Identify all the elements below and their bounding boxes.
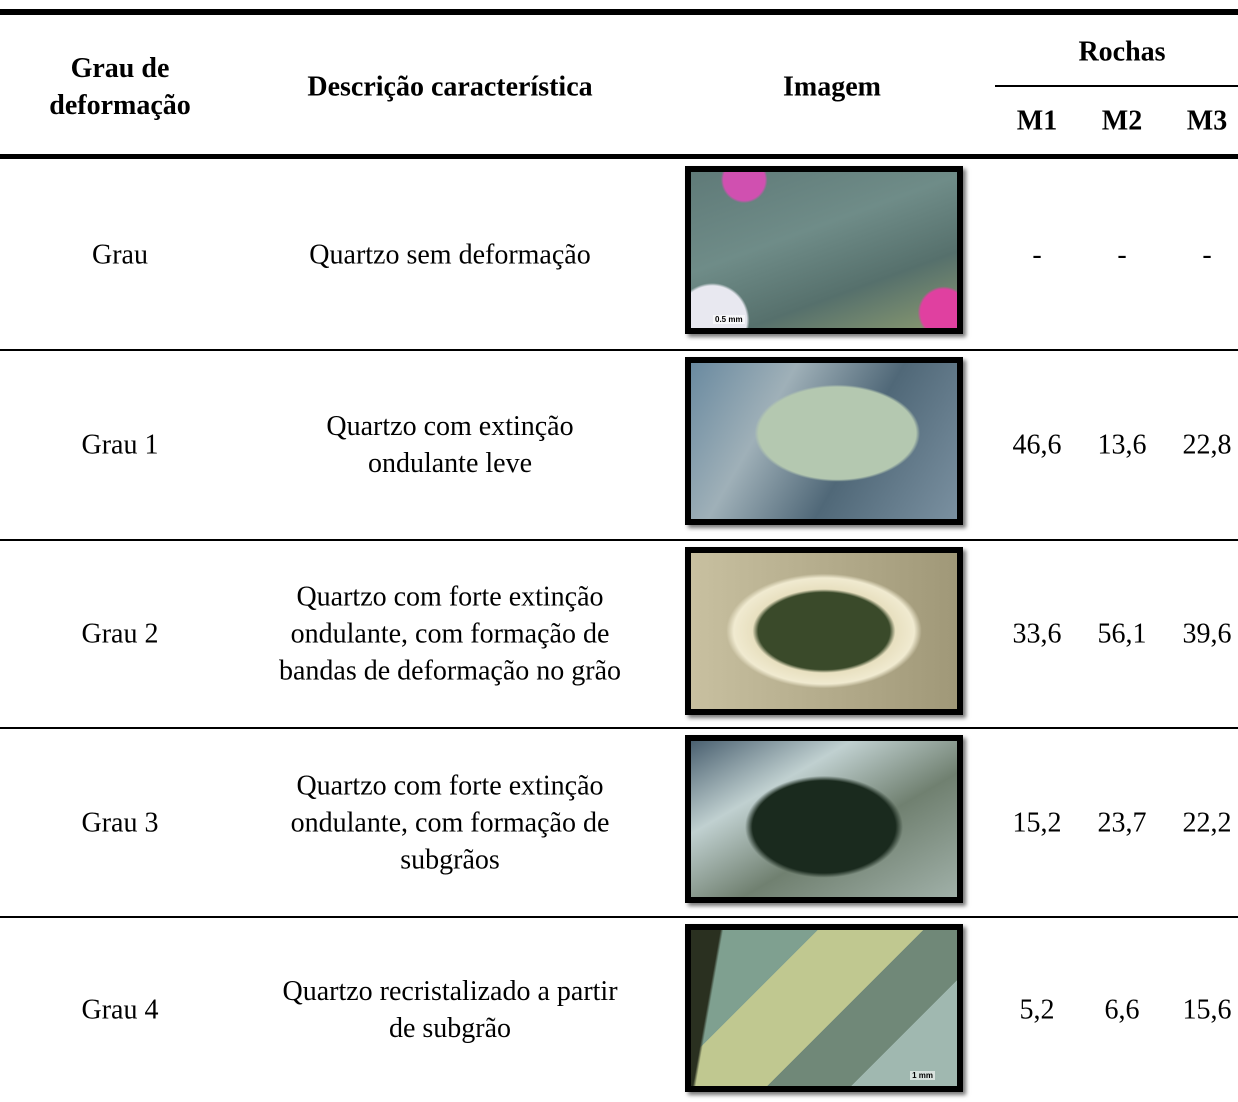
header-rocks: Rochas: [1078, 36, 1166, 68]
micrograph: 1 mm: [685, 924, 963, 1092]
description-line: de subgrão: [388, 1012, 512, 1044]
description-line: Quartzo com forte extinção: [296, 581, 604, 613]
header-text: Grau de: [70, 53, 170, 84]
header-rule: [0, 154, 1238, 159]
row-rule: [0, 539, 1238, 541]
grade: Grau 2: [81, 618, 159, 650]
description-line: subgrãos: [400, 844, 500, 875]
row-rule: [0, 916, 1238, 918]
grade: Grau 3: [81, 807, 159, 838]
value: 13,6: [1097, 429, 1147, 461]
value: 33,6: [1012, 618, 1062, 650]
row-rule: [0, 349, 1238, 351]
description-line: ondulante, com formação de: [290, 807, 610, 838]
description-line: bandas de deformação no grão: [278, 655, 622, 687]
description-line: Quartzo recristalizado a partir: [282, 975, 618, 1007]
value: -: [1032, 239, 1042, 270]
description: Quartzo com forte extinção ondulante, com…: [279, 579, 621, 690]
value: 46,6: [1012, 429, 1062, 461]
value: 15,2: [1012, 807, 1062, 838]
header-grade: Grau de deformação: [49, 50, 191, 124]
description: Quartzo com forte extinção ondulante, com…: [291, 767, 610, 878]
value: 23,7: [1097, 807, 1147, 838]
header-sample: M3: [1186, 105, 1228, 137]
micrograph: [685, 357, 963, 525]
grade: Grau: [92, 239, 148, 270]
value: 5,2: [1019, 994, 1055, 1025]
header-sample: M1: [1016, 105, 1058, 137]
description: Quartzo sem deformação: [309, 236, 590, 273]
description-line: ondulante leve: [367, 448, 533, 479]
value: -: [1202, 239, 1212, 270]
rocks-rule: [995, 85, 1238, 87]
description: Quartzo com extinção ondulante leve: [326, 408, 573, 482]
micrograph: [685, 735, 963, 903]
description-line: Quartzo sem deformação: [309, 239, 591, 270]
value: -: [1117, 239, 1127, 270]
scale-label: 0.5 mm: [713, 315, 745, 324]
value: 6,6: [1104, 994, 1140, 1025]
value: 22,2: [1182, 807, 1232, 838]
header-text: deformação: [49, 90, 191, 121]
value: 22,8: [1182, 429, 1232, 461]
micrograph: 0.5 mm: [685, 166, 963, 334]
header-sample: M2: [1101, 105, 1143, 137]
grade: Grau 1: [81, 429, 159, 461]
row-rule: [0, 727, 1238, 729]
value: 39,6: [1182, 618, 1232, 650]
grade: Grau 4: [81, 994, 159, 1025]
description-line: ondulante, com formação de: [290, 618, 610, 650]
scale-label: 1 mm: [910, 1071, 935, 1080]
description-line: Quartzo com extinção: [326, 411, 574, 442]
value: 56,1: [1097, 618, 1147, 650]
description-line: Quartzo com forte extinção: [296, 770, 604, 801]
micrograph: [685, 547, 963, 715]
description: Quartzo recristalizado a partir de subgrã…: [282, 973, 617, 1047]
value: 15,6: [1182, 994, 1232, 1025]
header-description: Descrição característica: [307, 71, 593, 103]
header-image: Imagem: [783, 71, 881, 103]
top-rule: [0, 9, 1238, 15]
